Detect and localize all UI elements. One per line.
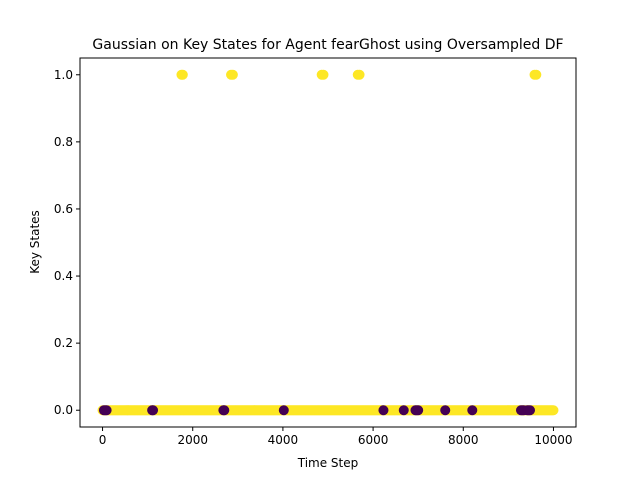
data-points xyxy=(97,69,559,416)
data-point-class-0 xyxy=(440,405,451,416)
data-point-class-0 xyxy=(378,405,389,416)
data-point-class-0 xyxy=(525,405,536,416)
data-point-class-0 xyxy=(101,405,112,416)
x-axis-label: Time Step xyxy=(297,456,359,470)
y-tick-label: 0.6 xyxy=(54,202,73,216)
x-tick-label: 2000 xyxy=(177,433,208,447)
data-point-baseline xyxy=(548,405,559,416)
data-point-class-0 xyxy=(278,405,289,416)
y-tick-label: 0.2 xyxy=(54,336,73,350)
x-tick-label: 0 xyxy=(99,433,107,447)
data-point-class-1 xyxy=(177,69,188,80)
data-point-class-1 xyxy=(318,69,329,80)
y-tick-label: 0.8 xyxy=(54,135,73,149)
x-tick-label: 4000 xyxy=(268,433,299,447)
data-point-class-1 xyxy=(227,69,238,80)
data-point-class-1 xyxy=(531,69,542,80)
x-tick-label: 8000 xyxy=(448,433,479,447)
data-point-class-0 xyxy=(467,405,478,416)
data-point-class-0 xyxy=(148,405,159,416)
data-point-class-1 xyxy=(354,69,365,80)
axes: 0 2000 4000 6000 8000 10000 0.0 0.2 0.4 0.6 0.8 1.0 xyxy=(54,57,577,447)
y-tick-label: 0.4 xyxy=(54,269,73,283)
data-point-class-0 xyxy=(413,405,424,416)
y-tick-label: 1.0 xyxy=(54,68,73,82)
y-axis-label: Key States xyxy=(28,210,42,274)
x-tick-label: 10000 xyxy=(534,433,572,447)
chart-title: Gaussian on Key States for Agent fearGho… xyxy=(92,37,563,53)
y-tick-label: 0.0 xyxy=(54,403,73,417)
data-point-class-0 xyxy=(219,405,230,416)
x-tick-label: 6000 xyxy=(358,433,389,447)
axes-frame xyxy=(79,57,577,428)
data-point-class-0 xyxy=(398,405,409,416)
